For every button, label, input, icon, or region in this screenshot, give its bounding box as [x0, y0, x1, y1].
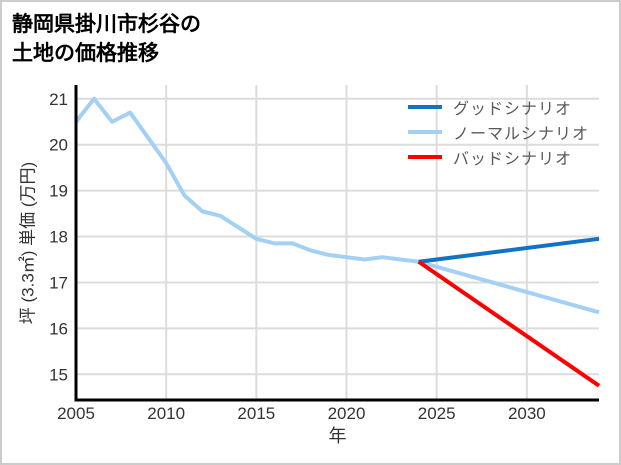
legend-line-good-icon — [408, 104, 442, 109]
y-axis-label: 坪 (3.3㎡) 単価 (万円) — [18, 161, 38, 325]
y-tick-label: 21 — [49, 90, 68, 109]
x-tick-label: 2005 — [57, 404, 95, 423]
legend-line-normal-icon — [408, 129, 442, 134]
y-tick-label: 18 — [49, 228, 68, 247]
x-tick-label: 2015 — [237, 404, 275, 423]
y-tick-label: 20 — [49, 136, 68, 155]
series-line-2 — [417, 260, 601, 388]
legend-label-bad: バッドシナリオ — [453, 150, 573, 168]
x-axis-label: 年 — [328, 426, 347, 446]
legend-item-bad-scenario: バッドシナリオ — [408, 144, 589, 169]
legend-label-normal: ノーマルシナリオ — [453, 125, 590, 143]
y-tick-label: 17 — [49, 273, 68, 292]
y-tick-label: 16 — [49, 319, 68, 338]
series-line-0 — [418, 236, 600, 264]
x-tick-label: 2010 — [147, 404, 185, 423]
x-tick-label: 2025 — [418, 404, 456, 423]
x-tick-label: 2030 — [508, 404, 546, 423]
chart-legend: グッドシナリオ ノーマルシナリオ バッドシナリオ — [408, 94, 589, 169]
legend-line-bad-icon — [408, 154, 442, 159]
chart-title-line-1: 静岡県掛川市杉谷の — [12, 13, 201, 36]
x-tick-label: 2020 — [328, 404, 366, 423]
y-tick-label: 19 — [49, 182, 68, 201]
chart-title-line-2: 土地の価格推移 — [12, 42, 159, 65]
y-tick-label: 15 — [49, 365, 68, 384]
legend-item-normal-scenario: ノーマルシナリオ — [408, 119, 589, 144]
chart-title: 静岡県掛川市杉谷の 土地の価格推移 — [12, 10, 201, 68]
legend-item-good-scenario: グッドシナリオ — [408, 94, 589, 119]
series-line-1 — [74, 96, 600, 315]
legend-label-good: グッドシナリオ — [453, 100, 573, 118]
